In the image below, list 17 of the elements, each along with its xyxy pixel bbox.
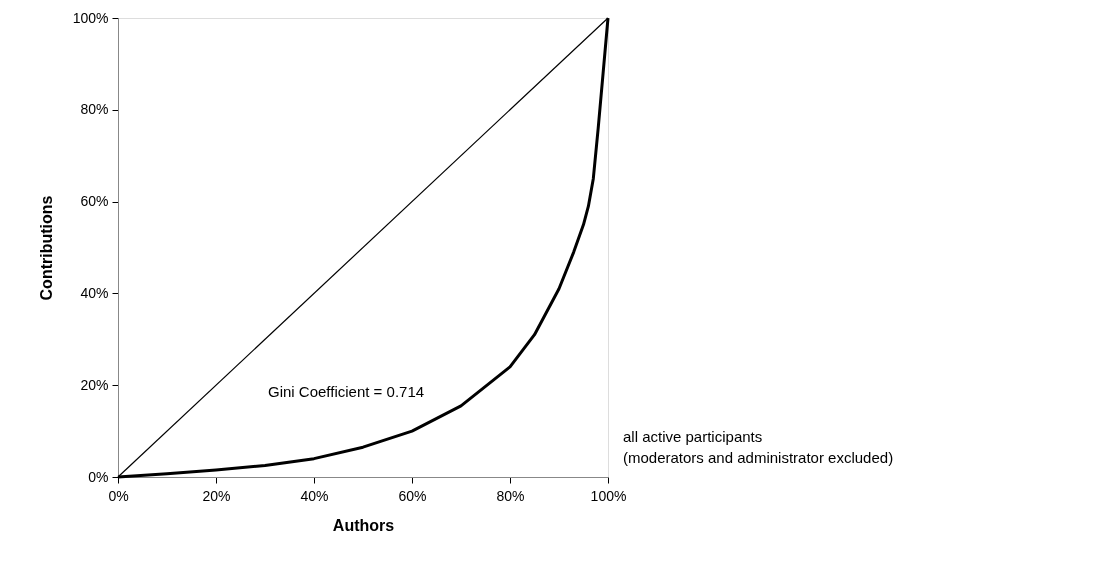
x-axis-title: Authors xyxy=(332,516,395,534)
y-tick-label: 0% xyxy=(88,468,109,485)
y-tick-label: 80% xyxy=(80,101,109,118)
text: all active participants xyxy=(623,428,763,445)
x-tick-label: 60% xyxy=(398,487,427,504)
x-tick-label: 80% xyxy=(496,487,525,504)
annotation: Gini Coefficient = 0.714 xyxy=(268,383,425,400)
y-tick-label: 60% xyxy=(80,193,109,210)
text: (moderators and administrator excluded) xyxy=(623,449,894,466)
x-tick-label: 40% xyxy=(300,487,329,504)
y-axis-title: Contributions xyxy=(37,195,55,301)
x-tick-label: 100% xyxy=(590,487,627,504)
x-tick-label: 20% xyxy=(202,487,231,504)
y-tick-label: 100% xyxy=(72,9,109,26)
y-tick-label: 40% xyxy=(80,284,109,301)
x-tick-label: 0% xyxy=(108,487,129,504)
y-tick-label: 20% xyxy=(80,376,109,393)
